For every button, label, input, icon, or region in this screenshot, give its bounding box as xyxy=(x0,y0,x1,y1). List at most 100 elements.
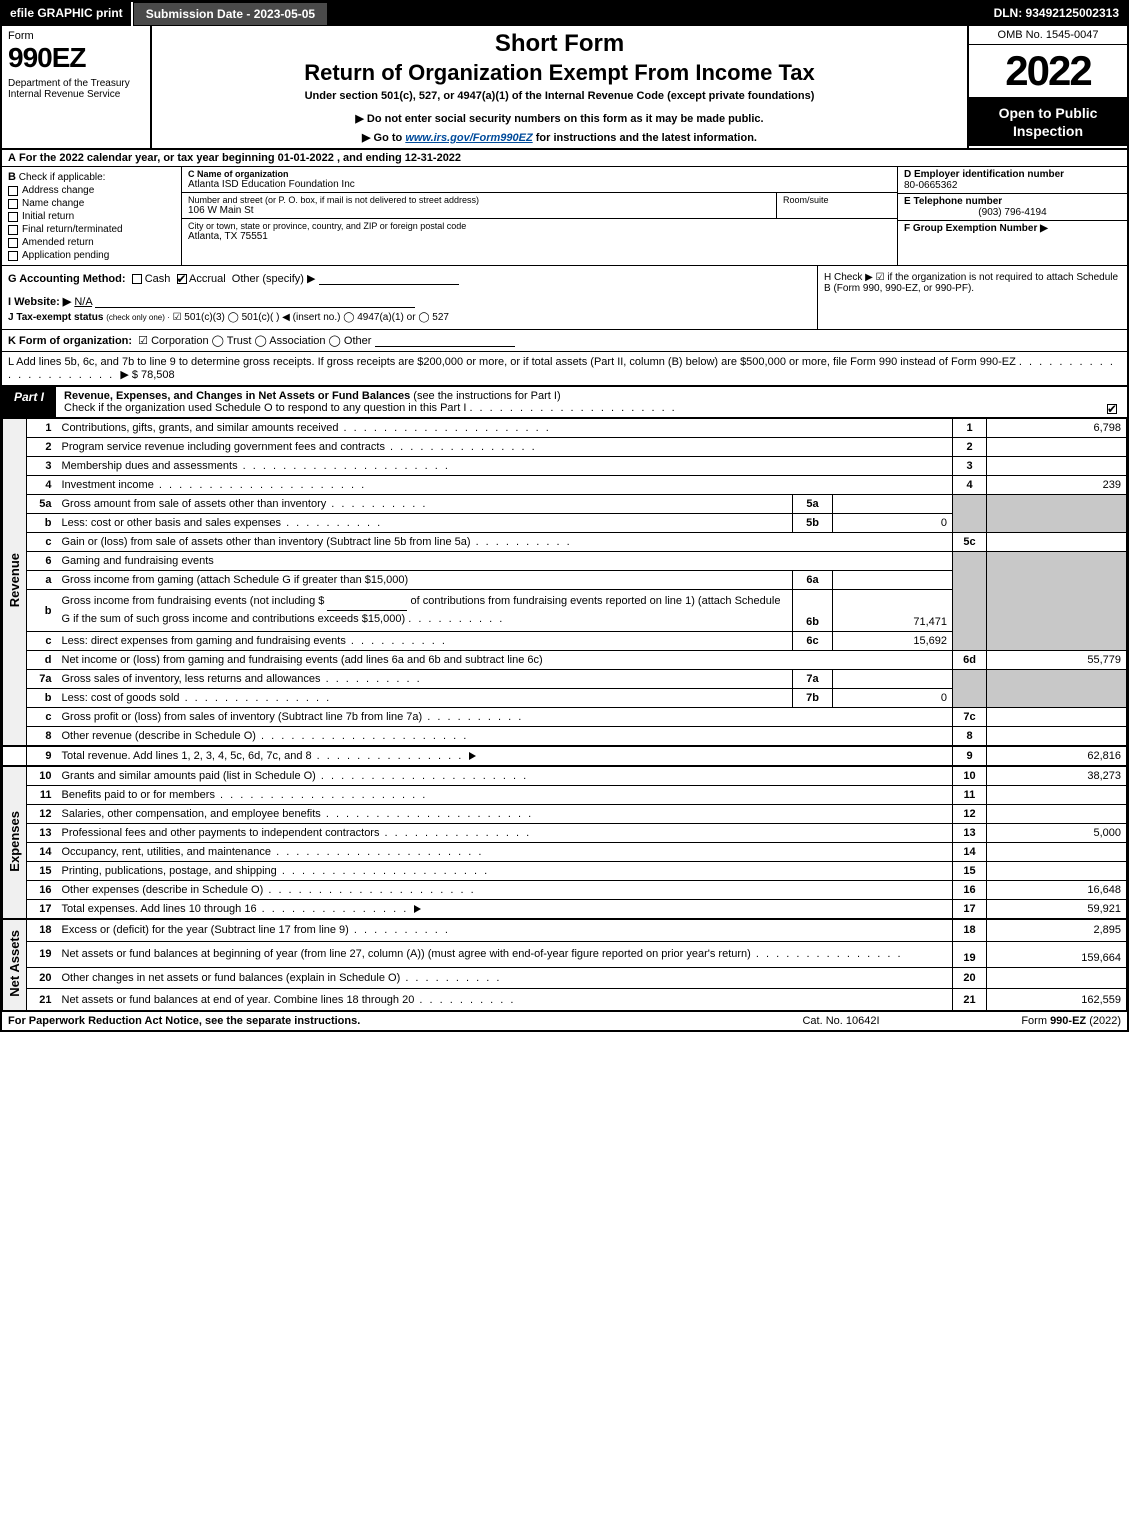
line-14-num: 14 xyxy=(27,843,57,862)
line-16-rn: 16 xyxy=(953,881,987,900)
line-20-rn: 20 xyxy=(953,968,987,989)
row-a: A For the 2022 calendar year, or tax yea… xyxy=(2,150,1127,167)
line-15-rn: 15 xyxy=(953,862,987,881)
line-13-text: Professional fees and other payments to … xyxy=(62,827,380,839)
line-6-shade-val xyxy=(987,552,1127,651)
line-6b-text1: Gross income from fundraising events (no… xyxy=(62,595,325,607)
arrow-icon xyxy=(469,752,476,760)
line-6c-sv: 15,692 xyxy=(833,632,953,651)
line-15-num: 15 xyxy=(27,862,57,881)
city-value: Atlanta, TX 75551 xyxy=(188,231,891,242)
line-3: 3 Membership dues and assessments 3 xyxy=(3,457,1127,476)
line-11-num: 11 xyxy=(27,786,57,805)
line-5a-text: Gross amount from sale of assets other t… xyxy=(62,498,327,510)
row-k-line xyxy=(375,335,515,347)
line-14-rn: 14 xyxy=(953,843,987,862)
goto-link[interactable]: www.irs.gov/Form990EZ xyxy=(405,132,532,144)
line-5b-text: Less: cost or other basis and sales expe… xyxy=(62,517,282,529)
line-20: 20 Other changes in net assets or fund b… xyxy=(3,968,1127,989)
line-16-num: 16 xyxy=(27,881,57,900)
line-4-num: 4 xyxy=(27,476,57,495)
chk-initial-return[interactable]: Initial return xyxy=(8,211,175,222)
line-19-text: Net assets or fund balances at beginning… xyxy=(62,948,751,960)
line-7b-text: Less: cost of goods sold xyxy=(62,692,180,704)
row-h-text: H Check ▶ ☑ if the organization is not r… xyxy=(824,272,1118,294)
goto-text: ▶ Go to www.irs.gov/Form990EZ for instru… xyxy=(160,131,959,144)
row-a-label: A xyxy=(8,152,16,164)
chk-address-change[interactable]: Address change xyxy=(8,185,175,196)
line-14: 14 Occupancy, rent, utilities, and maint… xyxy=(3,843,1127,862)
line-10-text: Grants and similar amounts paid (list in… xyxy=(62,770,316,782)
line-7c-text: Gross profit or (loss) from sales of inv… xyxy=(62,711,423,723)
line-6b-num: b xyxy=(27,590,57,632)
line-8: 8 Other revenue (describe in Schedule O)… xyxy=(3,727,1127,747)
line-9-text: Total revenue. Add lines 1, 2, 3, 4, 5c,… xyxy=(62,750,312,762)
chk-cash-label: Cash xyxy=(145,273,171,285)
vtab-netassets-label: Net Assets xyxy=(5,920,24,1007)
footer-catno: Cat. No. 10642I xyxy=(741,1015,941,1027)
line-9-val: 62,816 xyxy=(987,746,1127,766)
chk-application-pending[interactable]: Application pending xyxy=(8,250,175,261)
footer-form-no: 990-EZ xyxy=(1050,1015,1086,1027)
line-4: 4 Investment income 4 239 xyxy=(3,476,1127,495)
submission-date-label: Submission Date - 2023-05-05 xyxy=(133,2,328,26)
form-number: 990EZ xyxy=(8,42,144,74)
line-10: Expenses 10 Grants and similar amounts p… xyxy=(3,766,1127,786)
line-7c: c Gross profit or (loss) from sales of i… xyxy=(3,708,1127,727)
chk-amended-return[interactable]: Amended return xyxy=(8,237,175,248)
line-10-rn: 10 xyxy=(953,766,987,786)
goto-suffix: for instructions and the latest informat… xyxy=(533,132,757,144)
line-12: 12 Salaries, other compensation, and emp… xyxy=(3,805,1127,824)
efile-print-label[interactable]: efile GRAPHIC print xyxy=(2,2,133,26)
line-7b-sb: 7b xyxy=(793,689,833,708)
line-12-val xyxy=(987,805,1127,824)
group-exemption-row: F Group Exemption Number ▶ xyxy=(898,221,1127,265)
line-13: 13 Professional fees and other payments … xyxy=(3,824,1127,843)
row-k-label: K Form of organization: xyxy=(8,335,132,347)
line-2-num: 2 xyxy=(27,438,57,457)
org-name: Atlanta ISD Education Foundation Inc xyxy=(188,179,891,190)
vtab-revenue: Revenue xyxy=(3,419,27,747)
header-mid: Short Form Return of Organization Exempt… xyxy=(152,26,967,148)
other-specify-line[interactable] xyxy=(319,273,459,285)
chk-cash[interactable] xyxy=(132,274,142,284)
tax-year: 2022 xyxy=(969,45,1127,98)
line-8-val xyxy=(987,727,1127,747)
line-6b-sv: 71,471 xyxy=(833,590,953,632)
line-11: 11 Benefits paid to or for members 11 xyxy=(3,786,1127,805)
line-2-rn: 2 xyxy=(953,438,987,457)
chk-name-change[interactable]: Name change xyxy=(8,198,175,209)
line-5a-sb: 5a xyxy=(793,495,833,514)
row-i-label: I Website: ▶ xyxy=(8,296,71,308)
line-5c-rn: 5c xyxy=(953,533,987,552)
line-6d-text: Net income or (loss) from gaming and fun… xyxy=(62,654,543,666)
line-3-num: 3 xyxy=(27,457,57,476)
website-value: N/A xyxy=(74,296,92,308)
chk-final-return-label: Final return/terminated xyxy=(22,224,123,235)
chk-accrual[interactable] xyxy=(177,274,187,284)
chk-other-label: Other (specify) ▶ xyxy=(232,273,316,285)
line-10-num: 10 xyxy=(27,766,57,786)
goto-prefix: ▶ Go to xyxy=(362,132,405,144)
row-g-label: G Accounting Method: xyxy=(8,273,126,285)
addr-cell: Number and street (or P. O. box, if mail… xyxy=(182,193,777,218)
line-6d-num: d xyxy=(27,651,57,670)
line-12-rn: 12 xyxy=(953,805,987,824)
line-7a-sb: 7a xyxy=(793,670,833,689)
line-6c-text: Less: direct expenses from gaming and fu… xyxy=(62,635,346,647)
line-16: 16 Other expenses (describe in Schedule … xyxy=(3,881,1127,900)
line-21-text: Net assets or fund balances at end of ye… xyxy=(62,994,415,1006)
line-9-rn: 9 xyxy=(953,746,987,766)
line-6b-blank xyxy=(327,599,407,611)
part-1-title-block: Revenue, Expenses, and Changes in Net As… xyxy=(56,387,1097,417)
line-21-num: 21 xyxy=(27,989,57,1010)
line-6-num: 6 xyxy=(27,552,57,571)
line-8-rn: 8 xyxy=(953,727,987,747)
col-b-label: B xyxy=(8,171,16,183)
under-section-text: Under section 501(c), 527, or 4947(a)(1)… xyxy=(160,90,959,102)
part-1-checkbox[interactable] xyxy=(1097,387,1127,417)
line-13-val: 5,000 xyxy=(987,824,1127,843)
chk-final-return[interactable]: Final return/terminated xyxy=(8,224,175,235)
line-6d-rn: 6d xyxy=(953,651,987,670)
line-15-text: Printing, publications, postage, and shi… xyxy=(62,865,277,877)
